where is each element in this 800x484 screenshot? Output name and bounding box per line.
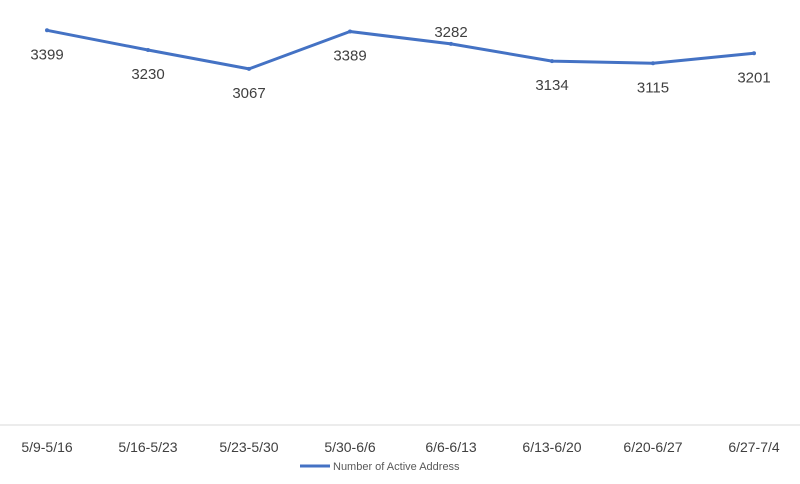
x-tick-label: 5/9-5/16 [21, 439, 73, 455]
data-label: 3282 [434, 24, 467, 41]
legend: Number of Active Address [300, 461, 460, 473]
series-layer [45, 28, 756, 71]
data-point [247, 66, 251, 71]
data-label: 3067 [232, 85, 265, 102]
data-label: 3389 [333, 48, 366, 65]
x-tick-label: 5/23-5/30 [219, 439, 278, 455]
x-tick-label: 6/27-7/4 [728, 439, 780, 455]
data-point [651, 61, 655, 66]
data-label: 3134 [535, 77, 568, 94]
x-tick-label: 6/13-6/20 [522, 439, 581, 455]
legend-label: Number of Active Address [333, 461, 460, 473]
x-tick-label: 5/30-6/6 [324, 439, 376, 455]
data-point [752, 51, 756, 56]
x-tick-label: 5/16-5/23 [118, 439, 177, 455]
x-tick-labels: 5/9-5/16 5/16-5/23 5/23-5/30 5/30-6/6 6/6-6/… [21, 439, 780, 455]
data-point [45, 28, 49, 33]
data-label: 3201 [737, 69, 770, 86]
x-tick-label: 6/20-6/27 [623, 439, 682, 455]
data-label: 3399 [30, 46, 63, 63]
data-point [550, 59, 554, 64]
data-point [146, 48, 150, 52]
data-label: 3230 [131, 66, 164, 83]
data-label: 3115 [637, 79, 669, 96]
data-point [449, 41, 453, 46]
series-line-active-address [45, 28, 756, 71]
data-point [348, 29, 352, 34]
data-label-layer: 3399 3230 3067 3389 3282 3134 3115 3201 [30, 24, 770, 102]
x-tick-label: 6/6-6/13 [425, 439, 477, 455]
